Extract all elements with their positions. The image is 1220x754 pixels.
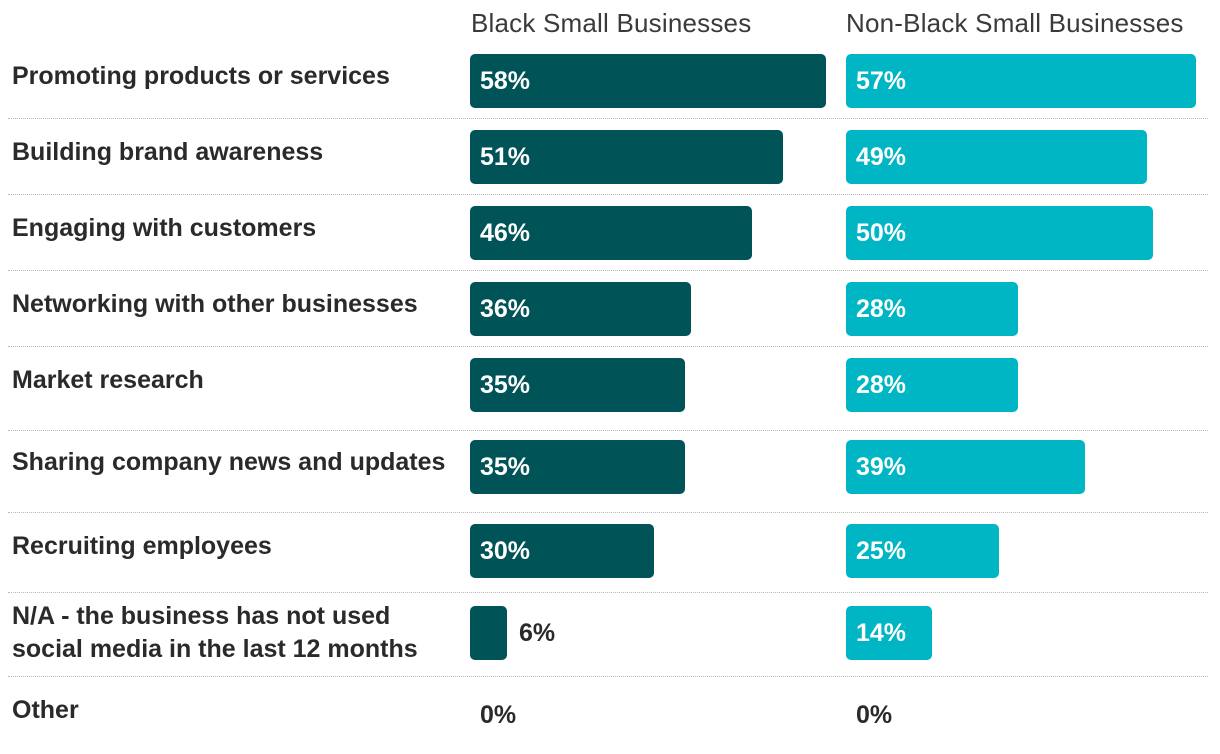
data-label-non-black: 28% [856, 295, 907, 323]
bar-black [470, 358, 685, 412]
bar-black [470, 282, 691, 336]
data-label-black: 0% [480, 701, 517, 729]
data-label-black: 35% [480, 453, 531, 481]
bar-non-black [846, 358, 1018, 412]
row-divider [8, 270, 1208, 271]
data-label-non-black: 25% [856, 537, 907, 565]
bar-non-black [846, 54, 1196, 108]
row-divider [8, 430, 1208, 431]
data-label-non-black: 49% [856, 143, 907, 171]
row-divider [8, 346, 1208, 347]
bar-black [470, 524, 654, 578]
bar-black [470, 206, 752, 260]
data-label-black: 35% [480, 371, 531, 399]
bar-non-black [846, 606, 932, 660]
bar-black [470, 440, 685, 494]
data-label-black: 6% [519, 619, 556, 647]
row-divider [8, 676, 1208, 677]
series-header-black: Black Small Businesses [471, 8, 752, 38]
data-label-black: 51% [480, 143, 531, 171]
category-label: N/A - the business has not used social m… [12, 602, 418, 663]
category-label: Sharing company news and updates [12, 448, 446, 476]
data-label-black: 36% [480, 295, 531, 323]
bar-black [470, 130, 783, 184]
category-label: Other [12, 696, 79, 724]
data-label-non-black: 57% [856, 67, 907, 95]
data-label-non-black: 14% [856, 619, 907, 647]
category-label: Market research [12, 366, 204, 394]
row-divider [8, 118, 1208, 119]
bar-non-black [846, 282, 1018, 336]
data-label-black: 30% [480, 537, 531, 565]
category-label: Building brand awareness [12, 138, 324, 166]
data-label-non-black: 50% [856, 219, 907, 247]
data-label-non-black: 0% [856, 701, 893, 729]
category-label: Networking with other businesses [12, 290, 418, 318]
bar-black [470, 606, 507, 660]
data-label-black: 46% [480, 219, 531, 247]
series-header-non-black: Non-Black Small Businesses [846, 8, 1184, 38]
data-label-non-black: 39% [856, 453, 907, 481]
data-label-black: 58% [480, 67, 531, 95]
row-divider [8, 592, 1208, 593]
row-divider [8, 194, 1208, 195]
category-label: Engaging with customers [12, 214, 317, 242]
bar-non-black [846, 130, 1147, 184]
category-label: Recruiting employees [12, 532, 272, 560]
bar-non-black [846, 524, 999, 578]
bar-black [470, 54, 826, 108]
bar-non-black [846, 206, 1153, 260]
bar-non-black [846, 440, 1085, 494]
category-label: Promoting products or services [12, 62, 390, 90]
data-label-non-black: 28% [856, 371, 907, 399]
row-divider [8, 512, 1208, 513]
